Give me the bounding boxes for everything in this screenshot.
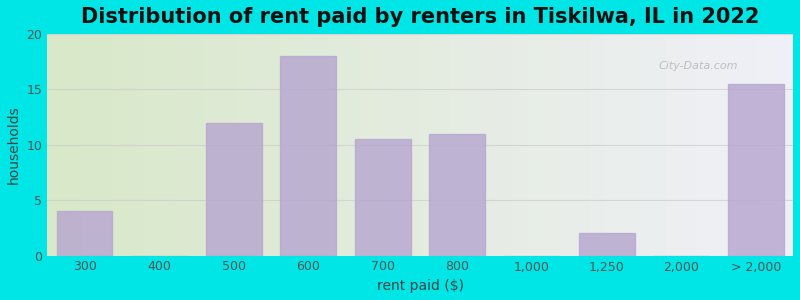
Title: Distribution of rent paid by renters in Tiskilwa, IL in 2022: Distribution of rent paid by renters in … bbox=[81, 7, 759, 27]
Bar bbox=[728, 84, 784, 256]
Bar bbox=[355, 139, 411, 256]
Bar bbox=[57, 211, 113, 256]
Text: City-Data.com: City-Data.com bbox=[659, 61, 738, 70]
Y-axis label: households: households bbox=[7, 106, 21, 184]
Bar bbox=[430, 134, 486, 256]
Bar bbox=[280, 56, 336, 256]
Bar bbox=[206, 123, 262, 256]
X-axis label: rent paid ($): rent paid ($) bbox=[377, 279, 464, 293]
Bar bbox=[578, 233, 634, 256]
